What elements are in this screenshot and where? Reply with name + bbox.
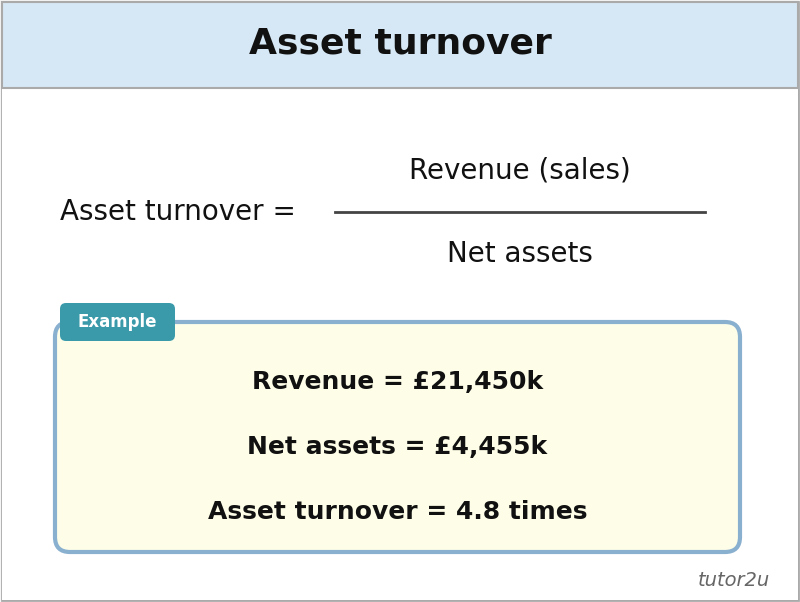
Text: Revenue (sales): Revenue (sales): [409, 156, 631, 184]
Text: Revenue = £21,450k: Revenue = £21,450k: [252, 370, 543, 394]
FancyBboxPatch shape: [2, 88, 798, 600]
Text: Example: Example: [78, 313, 158, 331]
FancyBboxPatch shape: [2, 2, 798, 88]
Text: Asset turnover: Asset turnover: [249, 27, 551, 61]
Text: Net assets: Net assets: [447, 240, 593, 268]
Text: Asset turnover =: Asset turnover =: [60, 198, 296, 226]
FancyBboxPatch shape: [55, 322, 740, 552]
FancyBboxPatch shape: [60, 303, 175, 341]
Text: tutor2u: tutor2u: [698, 571, 770, 589]
Text: Asset turnover = 4.8 times: Asset turnover = 4.8 times: [208, 500, 587, 524]
Text: Net assets = £4,455k: Net assets = £4,455k: [247, 435, 547, 459]
